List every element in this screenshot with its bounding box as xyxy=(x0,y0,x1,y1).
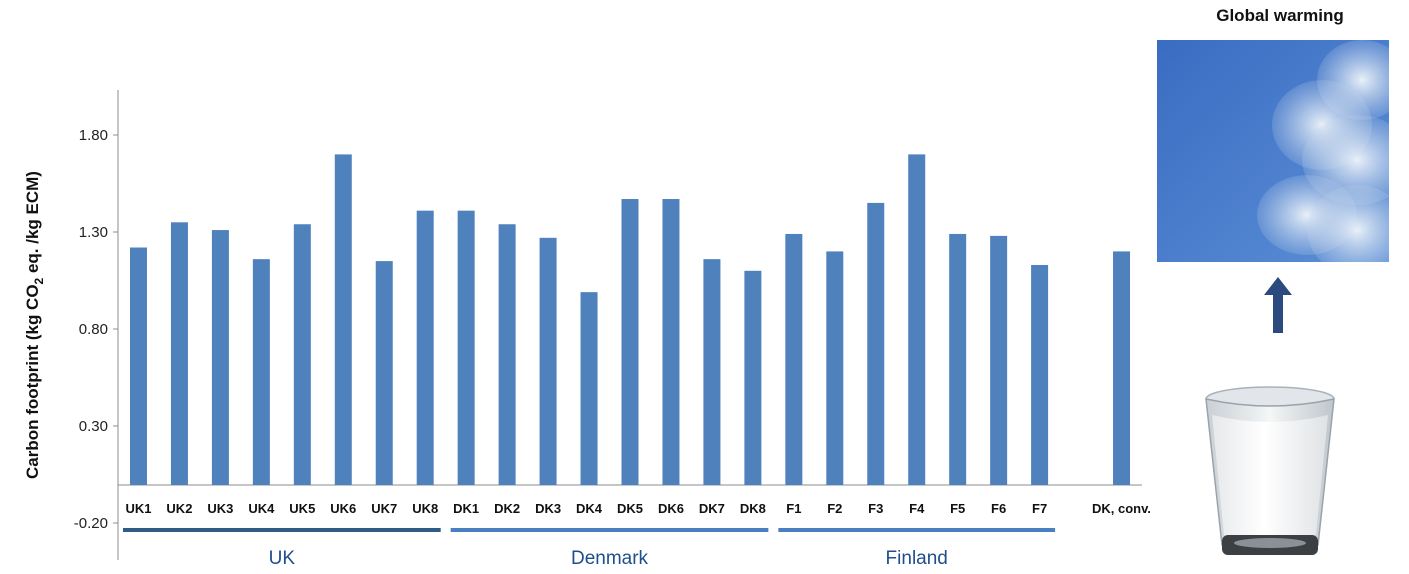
y-tick-label: 1.80 xyxy=(79,127,108,144)
x-tick-label: F2 xyxy=(827,501,842,516)
y-tick-label: -0.20 xyxy=(74,515,108,532)
x-tick-label: F1 xyxy=(786,501,801,516)
x-tick-label: DK1 xyxy=(453,501,479,516)
x-tick-label: UK1 xyxy=(125,501,151,516)
glass-of-milk-image xyxy=(1205,386,1335,555)
bar xyxy=(1113,251,1131,485)
chart-bars xyxy=(129,154,1131,486)
x-tick-label: DK3 xyxy=(535,501,561,516)
bar xyxy=(1031,264,1049,485)
group-label: UK xyxy=(269,548,296,569)
group-label: Finland xyxy=(886,548,948,569)
x-tick-label: F6 xyxy=(991,501,1006,516)
chart-axes: -0.20 0.30 0.80 1.30 1.80 xyxy=(74,90,1142,560)
x-tick-label: DK, conv. xyxy=(1092,501,1150,516)
bar xyxy=(498,224,516,486)
bar xyxy=(539,237,557,485)
bar xyxy=(867,202,885,485)
x-tick-label: F7 xyxy=(1032,501,1047,516)
x-tick-label: DK4 xyxy=(576,501,603,516)
x-tick-label: UK5 xyxy=(289,501,315,516)
x-tick-label: UK3 xyxy=(207,501,233,516)
chart-labels: UK1 UK2 UK3 UK4 UK5 UK6 UK7 UK8 DK1 DK2 DK3 DK4 DK5 D… xyxy=(125,501,1150,516)
group-underline xyxy=(778,528,1056,532)
x-tick-label: F4 xyxy=(909,501,925,516)
x-tick-label: UK7 xyxy=(371,501,397,516)
group-underline xyxy=(123,528,441,532)
chart-groups: UK Denmark Finland xyxy=(123,528,1056,569)
bar xyxy=(252,259,270,485)
x-tick-label: DK8 xyxy=(740,501,766,516)
bar xyxy=(211,230,229,485)
bar xyxy=(334,154,352,485)
group-underline xyxy=(450,528,769,532)
x-tick-label: DK5 xyxy=(617,501,643,516)
x-tick-label: F5 xyxy=(950,501,965,516)
x-tick-label: UK2 xyxy=(166,501,192,516)
x-tick-label: UK6 xyxy=(330,501,356,516)
bar xyxy=(662,199,680,485)
group-label: Denmark xyxy=(571,548,649,569)
bar xyxy=(170,222,188,486)
x-tick-label: DK6 xyxy=(658,501,684,516)
y-tick-label: 1.30 xyxy=(79,224,108,241)
x-tick-label: DK7 xyxy=(699,501,725,516)
bar xyxy=(293,224,311,486)
bar xyxy=(785,233,803,485)
bar xyxy=(908,154,926,485)
bar xyxy=(621,199,639,485)
x-tick-label: F3 xyxy=(868,501,883,516)
x-tick-label: UK4 xyxy=(248,501,275,516)
bar xyxy=(580,292,598,485)
bar xyxy=(457,210,475,485)
y-axis-label: Carbon footprint (kg CO2 eq. /kg ECM) xyxy=(23,171,46,479)
y-tick-label: 0.30 xyxy=(79,418,108,435)
x-tick-label: DK2 xyxy=(494,501,520,516)
side-panel-title: Global warming xyxy=(1216,6,1344,25)
bar xyxy=(949,233,967,485)
x-tick-label: UK8 xyxy=(412,501,438,516)
bar xyxy=(826,251,844,485)
bar xyxy=(703,259,721,485)
bar xyxy=(375,261,393,485)
bar xyxy=(416,210,434,485)
arrow-up-icon xyxy=(1264,277,1292,333)
bar xyxy=(990,235,1008,485)
cloud-sky-image xyxy=(1157,40,1389,262)
bar xyxy=(744,270,762,485)
carbon-footprint-chart: -0.20 0.30 0.80 1.30 1.80 UK1 UK2 UK3 UK4 UK5 UK6… xyxy=(23,90,1150,569)
y-tick-label: 0.80 xyxy=(79,321,108,338)
bar xyxy=(129,247,147,485)
